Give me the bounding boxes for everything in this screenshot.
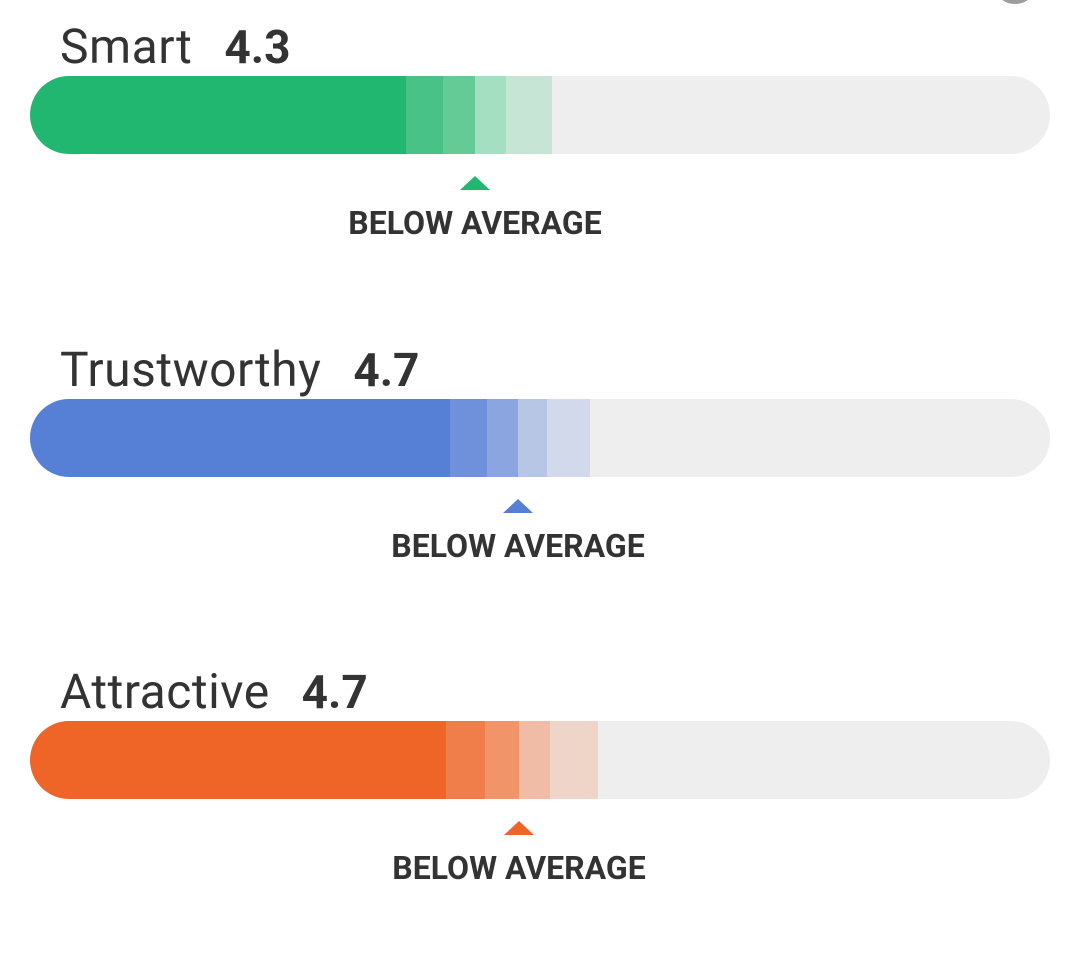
score-band-4 [547,399,590,477]
average-marker-icon [503,499,533,513]
rating-label: BELOW AVERAGE [392,849,646,887]
metric-name: Trustworthy [60,341,322,398]
score-band-3 [518,399,547,477]
score-fill [30,399,450,477]
average-marker-icon [504,821,534,835]
average-marker-icon [460,176,490,190]
rating-label: BELOW AVERAGE [348,204,602,242]
score-band-2 [485,721,519,799]
metric-header: Attractive 4.7 [60,663,368,723]
metric-name: Attractive [60,663,270,720]
score-fill [30,721,446,799]
score-band-3 [519,721,550,799]
metric-score: 4.7 [301,666,368,720]
score-band-1 [446,721,485,799]
metric-trustworthy: Trustworthy 4.7 BELOW AVERAGE [0,341,1080,581]
score-band-1 [450,399,487,477]
score-band-2 [487,399,518,477]
score-bar [30,76,1050,154]
metric-name: Smart [60,18,193,75]
corner-indicator [998,0,1032,4]
score-bar [30,399,1050,477]
score-band-1 [406,76,443,154]
score-fill [30,76,406,154]
score-band-4 [550,721,598,799]
metric-score: 4.3 [224,21,291,75]
metric-header: Trustworthy 4.7 [60,341,419,401]
score-band-2 [443,76,475,154]
rating-label: BELOW AVERAGE [391,527,645,565]
score-bar [30,721,1050,799]
metric-score: 4.7 [353,344,420,398]
score-band-4 [506,76,552,154]
metric-header: Smart 4.3 [60,18,290,78]
metric-attractive: Attractive 4.7 BELOW AVERAGE [0,663,1080,903]
score-band-3 [475,76,506,154]
metric-smart: Smart 4.3 BELOW AVERAGE [0,18,1080,258]
